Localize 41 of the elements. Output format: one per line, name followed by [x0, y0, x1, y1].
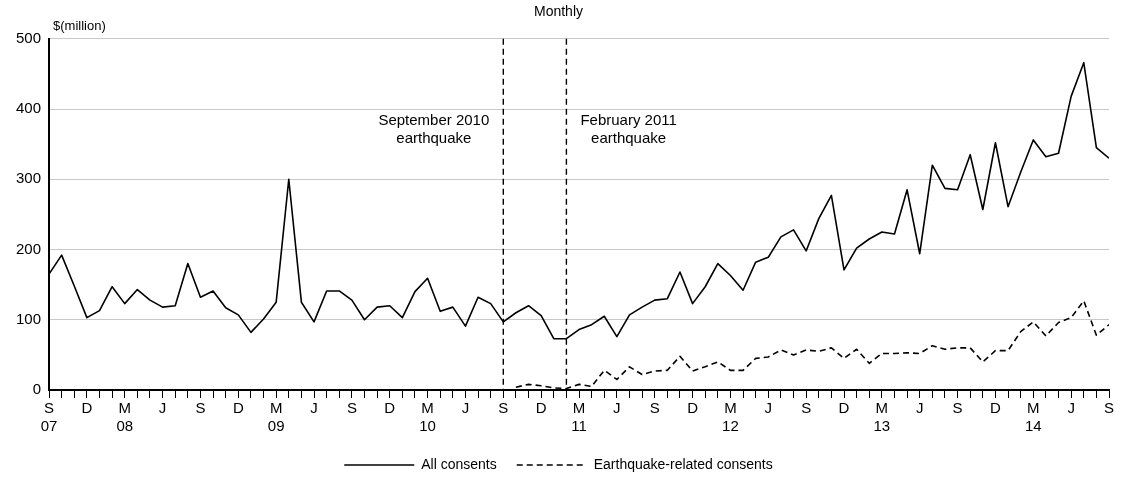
x-tick-label: D	[838, 399, 850, 417]
y-axis-title: $(million)	[53, 17, 106, 33]
y-tick-label: 0	[32, 380, 42, 398]
x-tick-label: J	[1067, 399, 1075, 417]
chart-title: Monthly	[533, 3, 584, 20]
x-tick-label: D	[990, 399, 1002, 417]
ref-line-label: September 2010 earthquake	[378, 111, 490, 147]
y-tick-label: 500	[16, 28, 42, 46]
x-tick-label: M 11	[571, 399, 587, 435]
x-tick-label: S	[195, 399, 206, 417]
x-tick-label: M 10	[419, 399, 436, 435]
y-tick-label: 100	[16, 309, 42, 327]
x-tick-label: J	[158, 399, 167, 417]
x-tick-label: M 09	[267, 399, 285, 435]
y-tick-label: 400	[16, 99, 42, 117]
ref-line-label: February 2011 earthquake	[580, 111, 677, 147]
x-tick-label: J	[915, 399, 924, 417]
x-tick-label: M 08	[116, 399, 134, 435]
x-tick-label: J	[764, 399, 773, 417]
x-tick-label: S	[1103, 399, 1115, 417]
x-tick-label: D	[81, 399, 93, 417]
x-tick-label: S	[801, 399, 812, 417]
x-tick-label: D	[384, 399, 396, 417]
x-tick-label: S	[952, 399, 963, 417]
x-tick-label: M 14	[1024, 399, 1042, 435]
x-tick-label: J	[613, 399, 621, 417]
x-tick-label: J	[310, 399, 318, 417]
legend-label: All consents	[421, 455, 497, 472]
x-tick-label: S	[498, 399, 509, 417]
x-tick-label: S	[346, 399, 357, 417]
x-tick-label: D	[687, 399, 699, 417]
y-tick-label: 300	[16, 169, 42, 187]
x-tick-label: D	[535, 399, 547, 417]
legend-label: Earthquake-related consents	[593, 455, 773, 472]
x-tick-label: M 13	[873, 399, 891, 435]
x-tick-label: M 12	[722, 399, 739, 435]
x-tick-label: J	[461, 399, 470, 417]
x-tick-label: S	[649, 399, 660, 417]
y-tick-label: 200	[16, 239, 42, 257]
x-tick-label: D	[232, 399, 244, 417]
x-tick-label: S 07	[40, 399, 58, 435]
